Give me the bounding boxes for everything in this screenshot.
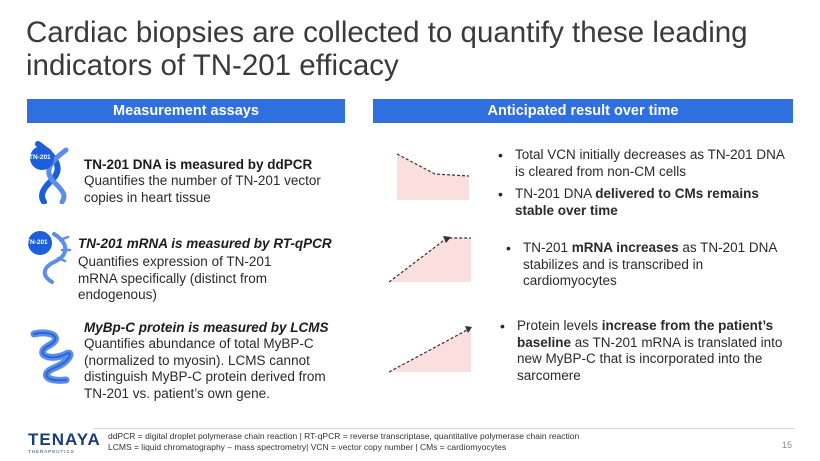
footnote-line-2: LCMS = liquid chromatography – mass spec… [108, 442, 507, 452]
footnote-line-1: ddPCR = digital droplet polymerase chain… [108, 431, 580, 441]
trend-chart-protein [385, 322, 475, 374]
assay-protein-body-4: TN-201 vs. patient’s own gene. [84, 385, 270, 401]
assay-protein-body-2: (normalized to myosin). LCMS cannot [84, 352, 310, 368]
anticipated-result-header: Anticipated result over time [373, 99, 793, 123]
assay-protein-body-3: distinguish MyBP-C protein derived from [84, 369, 326, 384]
result-bullet-protein-increase: Protein levels increase from the patient… [497, 318, 797, 384]
result-list-protein: Protein levels increase from the patient… [497, 318, 797, 390]
assay-dna-body-2: copies in heart tissue [84, 189, 211, 205]
protein-ribbon-icon [26, 328, 76, 384]
result-bullet-mrna-increase: TN-201 mRNA increases as TN-201 DNA stab… [503, 240, 793, 290]
trend-chart-mrna [385, 234, 475, 284]
dna-double-helix-icon [28, 140, 78, 205]
assay-mrna-body-1: Quantifies expression of TN-201 [78, 254, 272, 269]
result-list-dna: Total VCN initially decreases as TN-201 … [495, 147, 795, 225]
result-bullet-cm-stable: TN-201 DNA delivered to CMs remains stab… [495, 186, 795, 219]
logo-wordmark: TENAYA [28, 430, 101, 449]
assay-mrna: TN-201 mRNA is measured by RT-qPCR Quant… [78, 236, 348, 304]
assay-mrna-body-2: mRNA specifically (distinct from [78, 270, 268, 286]
slide-title-line-2: indicators of TN-201 efficacy [26, 49, 399, 82]
assay-protein-body-1: Quantifies abundance of total MyBP-C [84, 336, 314, 351]
slide-title-line-1: Cardiac biopsies are collected to quanti… [26, 16, 748, 49]
assay-protein-heading: MyBp-C protein is measured by LCMS [84, 320, 329, 335]
slide-title: Cardiac biopsies are collected to quanti… [26, 16, 806, 82]
result-bullet-vcn: Total VCN initially decreases as TN-201 … [495, 147, 795, 180]
logo-subtitle: THERAPEUTICS [28, 449, 75, 454]
rna-icon-label: TN-201 [26, 239, 48, 246]
assay-mrna-heading: TN-201 mRNA is measured by RT-qPCR [78, 236, 332, 251]
rna-strand-icon [24, 226, 76, 284]
assay-dna-body-1: Quantifies the number of TN-201 vector [84, 173, 321, 188]
dna-icon-label: TN-201 [29, 154, 51, 161]
trend-chart-dna [393, 150, 473, 202]
footnote: ddPCR = digital droplet polymerase chain… [108, 431, 579, 453]
footer-divider [94, 428, 794, 429]
company-logo: TENAYA THERAPEUTICS [28, 430, 101, 457]
assay-dna: TN-201 DNA is measured by ddPCR Quantifi… [84, 157, 349, 206]
assay-protein: MyBp-C protein is measured by LCMS Quant… [84, 320, 354, 402]
assay-dna-heading: TN-201 DNA is measured by ddPCR [84, 157, 313, 172]
page-number: 15 [781, 440, 792, 450]
result-list-mrna: TN-201 mRNA increases as TN-201 DNA stab… [503, 240, 793, 296]
measurement-assays-header: Measurement assays [27, 99, 345, 123]
assay-mrna-body-3: endogenous) [78, 287, 157, 302]
